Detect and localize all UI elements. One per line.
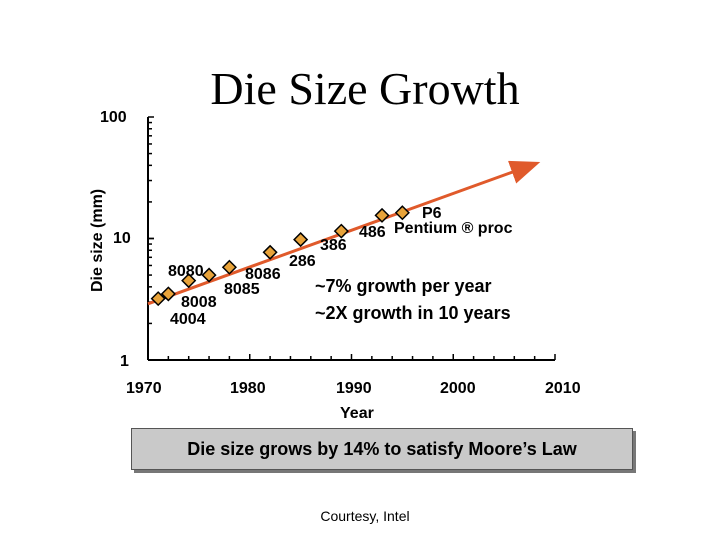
point-label-286: 286: [289, 253, 316, 270]
x-tick-label-1990: 1990: [336, 380, 372, 397]
y-tick-label-100: 100: [100, 109, 127, 126]
moore-law-note-text: Die size grows by 14% to satisfy Moore’s…: [187, 438, 577, 459]
data-point-marker: [221, 259, 237, 275]
data-point-marker: [181, 273, 197, 289]
moore-law-note: Die size grows by 14% to satisfy Moore’s…: [131, 428, 633, 470]
point-label-4004: 4004: [170, 311, 206, 328]
point-label-8008: 8008: [181, 294, 217, 311]
chart-title: Die Size Growth: [210, 63, 520, 114]
annotation-growth-per-decade: ~2X growth in 10 years: [315, 303, 511, 323]
x-tick-label-1970: 1970: [126, 380, 162, 397]
y-tick-label-1: 1: [120, 353, 129, 370]
data-point-marker: [201, 267, 217, 283]
y-tick-label-10: 10: [113, 230, 131, 247]
data-points: [150, 205, 410, 307]
point-label-8085: 8085: [224, 281, 260, 298]
point-label-pentium: Pentium ® proc: [394, 220, 513, 237]
data-point-marker: [394, 205, 410, 221]
x-axis-ticks: [147, 354, 556, 360]
data-point-marker: [374, 207, 390, 223]
data-point-marker: [160, 286, 176, 302]
x-tick-label-2000: 2000: [440, 380, 476, 397]
point-label-8080: 8080: [168, 263, 204, 280]
annotation-growth-per-year: ~7% growth per year: [315, 276, 492, 296]
x-tick-label-1980: 1980: [230, 380, 266, 397]
point-label-486: 486: [359, 224, 386, 241]
data-point-marker: [333, 223, 349, 239]
point-label-386: 386: [320, 237, 347, 254]
x-axis-title: Year: [340, 405, 374, 422]
courtesy-credit: Courtesy, Intel: [320, 508, 410, 524]
point-label-p6: P6: [422, 205, 442, 222]
data-point-marker: [262, 244, 278, 260]
x-tick-label-2010: 2010: [545, 380, 581, 397]
point-label-8086: 8086: [245, 266, 281, 283]
data-point-marker: [150, 291, 166, 307]
y-axis-minor-ticks: [148, 116, 154, 361]
data-point-marker: [293, 232, 309, 248]
y-axis-title: Die size (mm): [89, 189, 106, 292]
